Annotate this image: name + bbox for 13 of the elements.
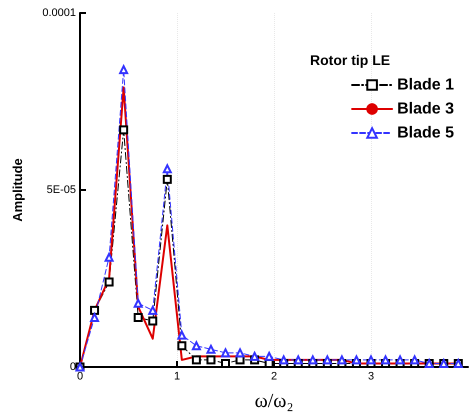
legend-label: Blade 3 xyxy=(397,100,454,118)
x-axis-title: ω/ω₂ xyxy=(254,390,294,412)
y-axis-title: Amplitude xyxy=(10,158,25,222)
y-tick-label: 0 xyxy=(70,361,76,373)
y-tick-label: 5E-05 xyxy=(46,184,76,196)
x-tick-label: 3 xyxy=(368,370,374,382)
legend-title: Rotor tip LE xyxy=(310,52,390,68)
legend-label: Blade 1 xyxy=(397,76,454,94)
x-tick-label: 2 xyxy=(270,370,278,382)
x-tick-label: 0 xyxy=(76,370,84,382)
y-tick-label: 0.0001 xyxy=(42,7,76,19)
legend-label: Blade 5 xyxy=(397,124,454,142)
x-tick-label: 1 xyxy=(174,370,180,382)
